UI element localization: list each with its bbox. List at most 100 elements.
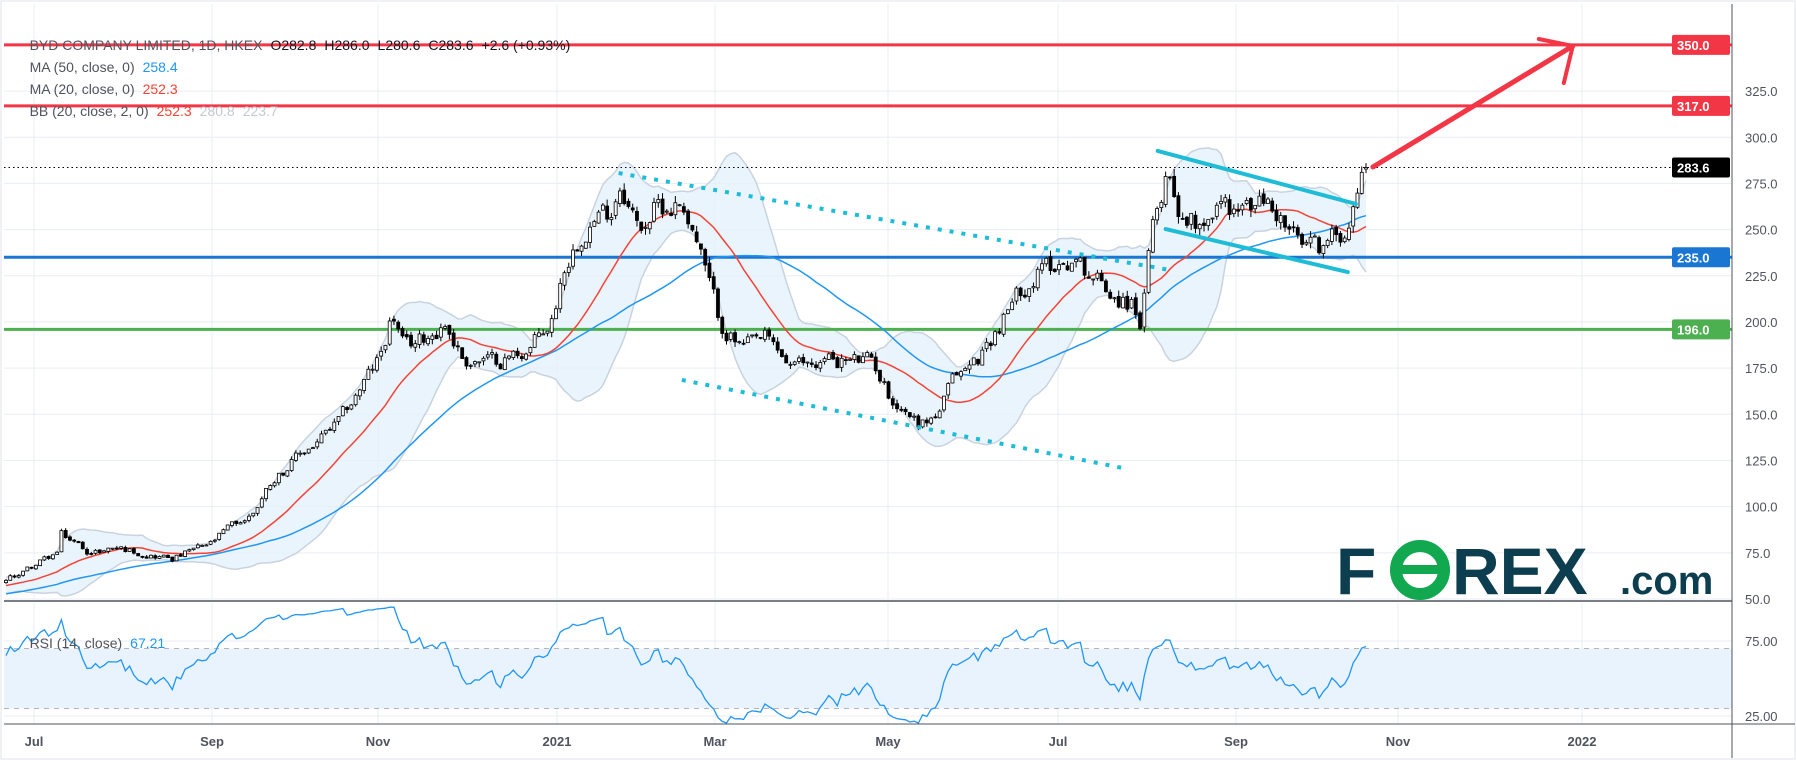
candle-down [63, 529, 68, 539]
candle-down [681, 206, 686, 213]
candle-up [225, 524, 230, 531]
axes[interactable]: 50.0 75.0 100.0 125.0 150.0 175.0 200.0 225.0 25… [4, 4, 1795, 758]
candle-up [298, 452, 303, 455]
candle-down [758, 337, 763, 339]
candle-down [869, 353, 874, 358]
rsi-value: 67.21 [130, 635, 166, 651]
candle-up [1031, 286, 1036, 289]
candle-up [1069, 262, 1074, 272]
rsi-line [5, 606, 1367, 724]
candle-down [1052, 268, 1057, 272]
lower-dotted-trendline[interactable] [681, 377, 1124, 471]
candle-up [230, 521, 234, 526]
level-196.0-tag-label: 196.0 [1677, 322, 1710, 337]
channel-upper-line[interactable] [1155, 148, 1358, 206]
horizontal-levels[interactable] [4, 43, 1732, 331]
candle-down [775, 341, 780, 351]
ma50-legend[interactable]: MA (50, close, 0) 258.4 [14, 34, 186, 100]
candle-down [843, 359, 848, 361]
ma20-line [5, 208, 1367, 587]
candle-down [519, 356, 524, 359]
candle-down [1287, 226, 1292, 230]
candle-down [400, 328, 405, 337]
candle-down [605, 205, 610, 220]
candle-down [1227, 199, 1232, 215]
candle-down [140, 555, 145, 558]
candle-down [1317, 237, 1322, 254]
target-arrow-head[interactable] [1536, 37, 1575, 86]
candle-down [421, 334, 426, 343]
candle-down [903, 408, 908, 413]
candle-up [426, 338, 430, 345]
candle-up [110, 547, 115, 550]
price-tags: 350.0 317.0 235.0 196.0 283.6 [1672, 34, 1730, 340]
candle-up [1197, 224, 1202, 230]
upper-dotted-trendline[interactable] [618, 171, 1171, 273]
logo-letter-f: F [1336, 534, 1376, 608]
candle-down [1274, 209, 1279, 222]
candle-up [1057, 264, 1061, 271]
candle-down [784, 355, 789, 364]
candle-up [473, 361, 477, 365]
ma20-label: MA (20, close, 0) [29, 81, 135, 97]
level-350.0-tag [1672, 34, 1730, 55]
candle-up [507, 355, 511, 359]
candle-up [1347, 227, 1351, 240]
candle-up [1074, 258, 1078, 263]
candle-down [170, 556, 175, 562]
candle-up [319, 433, 324, 444]
candle-up [1321, 245, 1326, 254]
candle-up [311, 447, 315, 450]
candle-up [652, 202, 656, 222]
bb-basis-value: 252.3 [156, 103, 192, 119]
candle-up [1206, 219, 1211, 226]
candle-up [268, 485, 273, 490]
candle-up [524, 353, 529, 360]
candle-up [1329, 228, 1334, 242]
candle-up [600, 204, 605, 211]
candle-down [1172, 175, 1177, 197]
time-tick-label: Jul [1049, 734, 1068, 749]
drawings[interactable] [618, 37, 1576, 471]
candle-up [788, 363, 793, 366]
candle-up [50, 554, 55, 560]
candle-down [1138, 312, 1142, 330]
rsi-pane[interactable] [4, 606, 1732, 724]
candle-up [366, 368, 371, 380]
candle-up [16, 575, 21, 578]
candle-down [924, 419, 929, 424]
logo-suffix-com: .com [1620, 559, 1713, 603]
candle-down [690, 224, 695, 231]
candle-up [42, 556, 47, 561]
candle-down [771, 337, 776, 343]
candle-down [630, 207, 635, 211]
candle-up [920, 419, 925, 428]
candle-up [362, 379, 367, 391]
candle-down [434, 334, 439, 340]
candle-up [315, 441, 320, 448]
price-tick-label: 75.0 [1745, 546, 1770, 561]
candle-up [937, 410, 942, 419]
logo-letters-rex: REX [1452, 534, 1588, 608]
candle-up [294, 452, 298, 461]
bb-legend[interactable]: BB (20, close, 2, 0) 252.3 280.8 223.7 [14, 78, 286, 144]
candle-down [835, 357, 840, 369]
candle-down [626, 200, 631, 207]
candle-up [942, 395, 946, 411]
candle-down [635, 211, 639, 221]
price-tick-label: 150.0 [1745, 407, 1778, 422]
candle-up [865, 352, 870, 358]
rsi-legend[interactable]: RSI (14, close) 67.21 [14, 610, 173, 676]
candle-up [984, 341, 989, 350]
channel-lower-line[interactable] [1163, 227, 1350, 275]
price-tick-label: 100.0 [1745, 500, 1778, 515]
candle-up [1146, 250, 1151, 293]
logo-o-icon [1390, 540, 1450, 600]
candle-up [571, 249, 575, 267]
candle-up [33, 564, 38, 570]
ma20-legend[interactable]: MA (20, close, 0) 252.3 [14, 56, 186, 122]
level-235.0-tag-label: 235.0 [1677, 250, 1710, 265]
target-arrow-line[interactable] [1370, 43, 1576, 170]
